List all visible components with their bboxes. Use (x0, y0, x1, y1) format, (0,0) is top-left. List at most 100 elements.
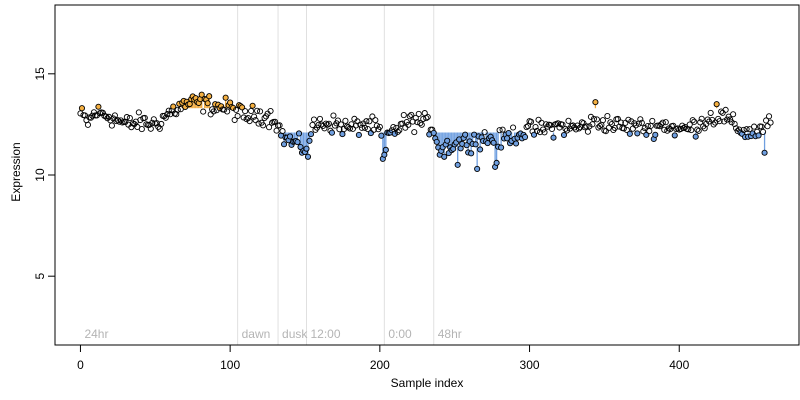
data-point (724, 116, 731, 123)
data-point (408, 111, 415, 118)
data-point (267, 107, 274, 115)
data-point (230, 104, 237, 112)
data-point (764, 123, 771, 130)
data-point (490, 139, 497, 146)
data-point (89, 112, 96, 119)
data-point (562, 125, 569, 132)
data-point (138, 126, 145, 133)
data-point (444, 137, 451, 144)
data-point (354, 118, 361, 125)
data-point (272, 118, 279, 125)
data-point (376, 123, 383, 130)
data-point (632, 122, 639, 129)
data-point (324, 121, 331, 128)
data-point (174, 106, 181, 113)
data-point (589, 121, 596, 128)
data-point (95, 103, 102, 110)
data-point (316, 115, 324, 122)
data-point (592, 99, 599, 106)
data-point (477, 146, 484, 153)
data-point (405, 121, 412, 128)
data-point (364, 125, 371, 133)
x-tick-label: 200 (370, 358, 390, 372)
data-point (186, 100, 193, 108)
data-point (135, 109, 142, 116)
data-point (366, 118, 373, 125)
data-point (628, 118, 635, 125)
region-label: 12:00 (310, 327, 340, 341)
data-point (218, 103, 225, 110)
data-point (337, 121, 344, 128)
data-point (625, 116, 632, 123)
data-point (248, 107, 255, 115)
region-label: dusk (282, 327, 308, 341)
data-point (586, 123, 593, 130)
data-point (200, 108, 207, 115)
data-point (513, 140, 520, 147)
data-point (493, 159, 500, 166)
data-point (391, 130, 398, 137)
region-dividers (237, 5, 435, 345)
data-point (760, 128, 767, 135)
data-point (716, 118, 723, 125)
data-point (108, 122, 115, 129)
data-point (242, 108, 249, 115)
region-label: dawn (242, 327, 271, 341)
data-point (322, 120, 330, 127)
data-point (441, 153, 448, 160)
data-point (614, 115, 621, 123)
y-axis: 5 10 15 (33, 67, 56, 280)
data-point (602, 128, 609, 135)
data-point (599, 117, 606, 124)
data-point (164, 111, 171, 118)
data-point (590, 115, 597, 122)
data-point (637, 116, 644, 123)
data-point (472, 141, 479, 148)
data-point (294, 139, 301, 146)
data-point (593, 116, 600, 123)
data-point (204, 100, 211, 107)
data-point (266, 124, 273, 131)
data-point (378, 132, 385, 139)
data-point (357, 121, 364, 128)
data-point (346, 125, 353, 132)
data-point (740, 126, 747, 134)
data-point (522, 134, 529, 141)
data-point (656, 123, 663, 130)
data-point (254, 107, 261, 114)
data-point (412, 114, 419, 122)
data-point (165, 107, 172, 114)
data-point (257, 108, 264, 115)
data-point (153, 120, 160, 127)
data-point (358, 124, 365, 131)
data-point (640, 128, 647, 135)
data-point (743, 126, 750, 133)
data-point (433, 138, 440, 145)
data-point (686, 121, 693, 128)
data-point (695, 127, 702, 134)
data-point (224, 108, 231, 115)
data-points (77, 91, 774, 172)
data-point (328, 129, 335, 136)
data-point (574, 122, 581, 129)
data-point (617, 119, 624, 126)
data-point (710, 121, 717, 128)
data-point (565, 117, 572, 124)
data-point (361, 124, 368, 131)
data-point (620, 125, 627, 132)
data-point (706, 118, 713, 125)
data-point (111, 112, 118, 119)
data-point (411, 129, 418, 136)
data-point (583, 123, 590, 130)
data-point (286, 133, 294, 140)
data-point (295, 130, 303, 137)
data-point (691, 118, 698, 125)
data-point (728, 119, 735, 126)
data-point (339, 131, 346, 138)
data-point (498, 144, 505, 151)
data-point (608, 120, 615, 128)
x-axis-title: Sample index (391, 376, 464, 390)
data-point (634, 130, 641, 137)
data-point (755, 132, 762, 139)
